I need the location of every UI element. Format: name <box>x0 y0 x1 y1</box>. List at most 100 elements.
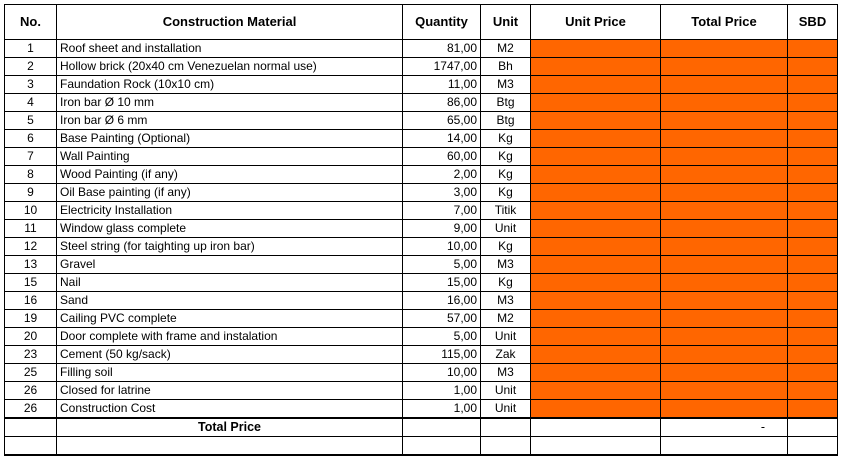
cell-unit-price[interactable] <box>530 129 661 148</box>
cell-quantity[interactable]: 9,00 <box>402 219 481 238</box>
cell-unit[interactable]: Bh <box>480 57 531 76</box>
cell-unit-price[interactable] <box>530 399 661 419</box>
cell-total-price[interactable] <box>660 129 788 148</box>
cell-material[interactable]: Iron bar Ø 6 mm <box>56 111 403 130</box>
cell-unit-price[interactable] <box>530 39 661 58</box>
cell-material[interactable]: Door complete with frame and instalation <box>56 327 403 346</box>
cell-sbd[interactable] <box>787 93 838 112</box>
cell-quantity[interactable]: 2,00 <box>402 165 481 184</box>
cell-material[interactable]: Gravel <box>56 255 403 274</box>
cell-total-price[interactable] <box>660 273 788 292</box>
cell-unit-price[interactable] <box>530 93 661 112</box>
cell-unit-price[interactable] <box>530 291 661 310</box>
cell-material[interactable]: Filling soil <box>56 363 403 382</box>
cell-sbd[interactable] <box>787 129 838 148</box>
cell-unit[interactable]: M3 <box>480 363 531 382</box>
cell-unit-price[interactable] <box>530 255 661 274</box>
cell-total-price[interactable] <box>660 39 788 58</box>
cell-unit-price[interactable] <box>530 219 661 238</box>
cell-total-price[interactable] <box>660 93 788 112</box>
cell-material[interactable]: Oil Base painting (if any) <box>56 183 403 202</box>
cell-total-price[interactable] <box>660 57 788 76</box>
cell-unit[interactable]: Kg <box>480 147 531 166</box>
cell-unit[interactable]: Kg <box>480 183 531 202</box>
cell-unit-price[interactable] <box>530 363 661 382</box>
blank-cell[interactable] <box>787 436 838 456</box>
total-cell-sbd[interactable] <box>787 417 838 437</box>
cell-unit-price[interactable] <box>530 111 661 130</box>
cell-no[interactable]: 1 <box>4 39 57 58</box>
cell-material[interactable]: Window glass complete <box>56 219 403 238</box>
header-total-price[interactable]: Total Price <box>660 4 788 40</box>
cell-unit[interactable]: M3 <box>480 255 531 274</box>
cell-no[interactable]: 19 <box>4 309 57 328</box>
cell-no[interactable]: 25 <box>4 363 57 382</box>
cell-unit[interactable]: Kg <box>480 129 531 148</box>
cell-material[interactable]: Construction Cost <box>56 399 403 419</box>
cell-total-price[interactable] <box>660 327 788 346</box>
cell-sbd[interactable] <box>787 183 838 202</box>
cell-quantity[interactable]: 60,00 <box>402 147 481 166</box>
blank-cell[interactable] <box>4 436 57 456</box>
cell-total-price[interactable] <box>660 399 788 419</box>
cell-quantity[interactable]: 1747,00 <box>402 57 481 76</box>
cell-quantity[interactable]: 86,00 <box>402 93 481 112</box>
cell-sbd[interactable] <box>787 237 838 256</box>
cell-sbd[interactable] <box>787 201 838 220</box>
cell-total-price[interactable] <box>660 111 788 130</box>
header-quantity[interactable]: Quantity <box>402 4 481 40</box>
cell-no[interactable]: 13 <box>4 255 57 274</box>
cell-quantity[interactable]: 14,00 <box>402 129 481 148</box>
cell-unit-price[interactable] <box>530 147 661 166</box>
cell-total-price[interactable] <box>660 291 788 310</box>
cell-material[interactable]: Closed for latrine <box>56 381 403 400</box>
total-cell-unit-price[interactable] <box>530 417 661 437</box>
cell-total-price[interactable] <box>660 255 788 274</box>
cell-sbd[interactable] <box>787 363 838 382</box>
cell-no[interactable]: 4 <box>4 93 57 112</box>
cell-total-price[interactable] <box>660 381 788 400</box>
cell-no[interactable]: 2 <box>4 57 57 76</box>
cell-quantity[interactable]: 10,00 <box>402 363 481 382</box>
cell-sbd[interactable] <box>787 381 838 400</box>
cell-unit-price[interactable] <box>530 75 661 94</box>
total-cell-no[interactable] <box>4 417 57 437</box>
header-unit-price[interactable]: Unit Price <box>530 4 661 40</box>
cell-unit[interactable]: Kg <box>480 237 531 256</box>
cell-unit[interactable]: Unit <box>480 399 531 419</box>
blank-cell[interactable] <box>480 436 531 456</box>
cell-total-price[interactable] <box>660 147 788 166</box>
blank-cell[interactable] <box>56 436 403 456</box>
cell-unit[interactable]: M2 <box>480 309 531 328</box>
cell-no[interactable]: 8 <box>4 165 57 184</box>
cell-unit-price[interactable] <box>530 345 661 364</box>
cell-no[interactable]: 12 <box>4 237 57 256</box>
cell-material[interactable]: Faundation Rock (10x10 cm) <box>56 75 403 94</box>
total-cell-quantity[interactable] <box>402 417 481 437</box>
cell-unit-price[interactable] <box>530 237 661 256</box>
cell-sbd[interactable] <box>787 57 838 76</box>
cell-quantity[interactable]: 1,00 <box>402 381 481 400</box>
cell-quantity[interactable]: 57,00 <box>402 309 481 328</box>
cell-unit-price[interactable] <box>530 165 661 184</box>
cell-material[interactable]: Iron bar Ø 10 mm <box>56 93 403 112</box>
blank-cell[interactable] <box>402 436 481 456</box>
blank-cell[interactable] <box>530 436 661 456</box>
cell-sbd[interactable] <box>787 165 838 184</box>
cell-sbd[interactable] <box>787 75 838 94</box>
header-material[interactable]: Construction Material <box>56 4 403 40</box>
cell-unit[interactable]: Btg <box>480 93 531 112</box>
cell-material[interactable]: Roof sheet and installation <box>56 39 403 58</box>
cell-quantity[interactable]: 10,00 <box>402 237 481 256</box>
header-no[interactable]: No. <box>4 4 57 40</box>
cell-no[interactable]: 20 <box>4 327 57 346</box>
header-unit[interactable]: Unit <box>480 4 531 40</box>
cell-sbd[interactable] <box>787 273 838 292</box>
cell-total-price[interactable] <box>660 201 788 220</box>
cell-unit-price[interactable] <box>530 327 661 346</box>
cell-material[interactable]: Base Painting (Optional) <box>56 129 403 148</box>
cell-total-price[interactable] <box>660 363 788 382</box>
cell-total-price[interactable] <box>660 237 788 256</box>
cell-material[interactable]: Electricity Installation <box>56 201 403 220</box>
cell-total-price[interactable] <box>660 219 788 238</box>
